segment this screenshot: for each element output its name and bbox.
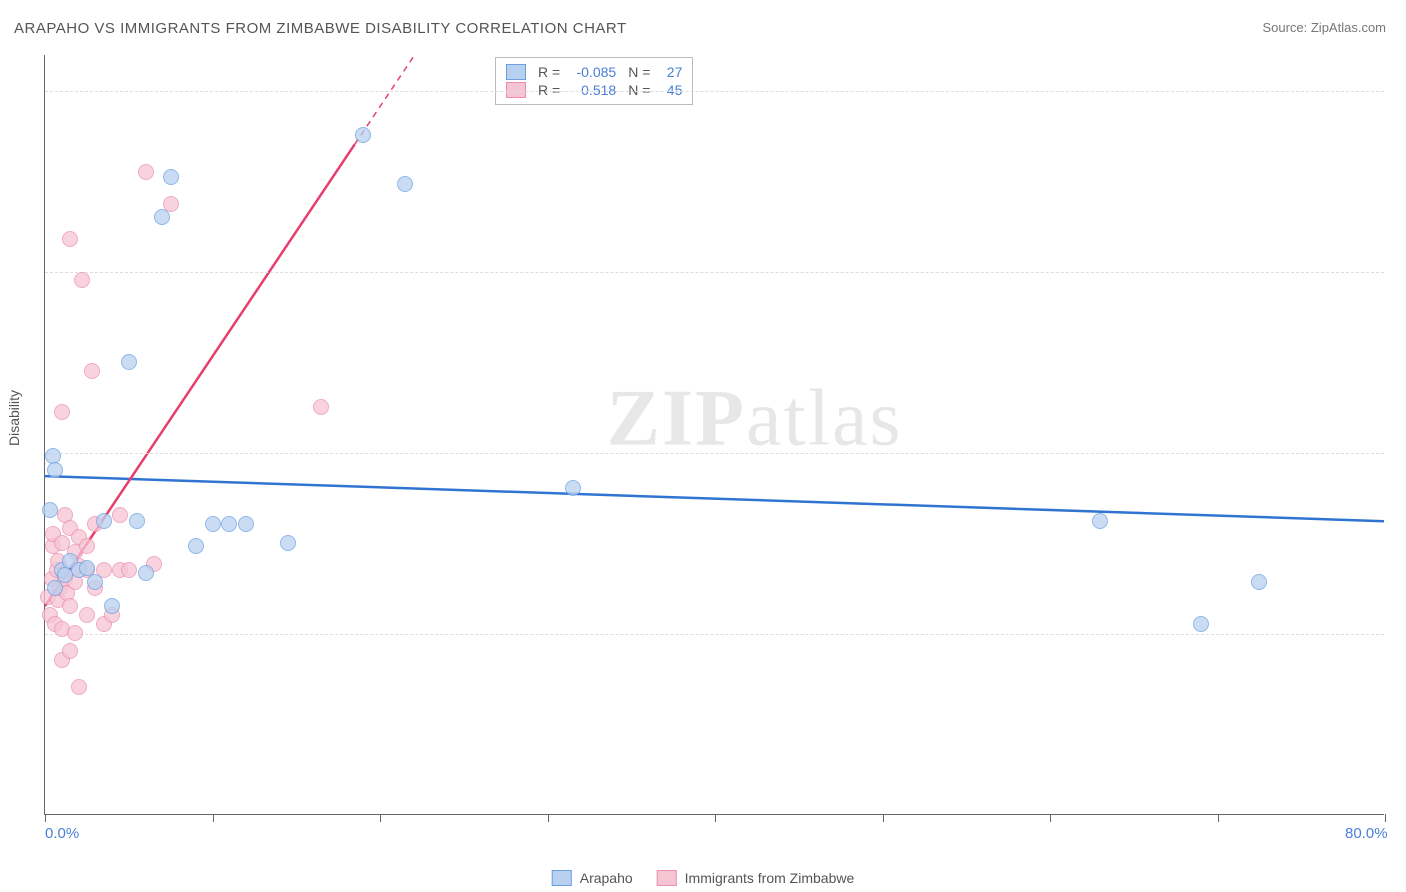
data-point [104, 598, 120, 614]
x-tick [1050, 814, 1051, 822]
data-point [67, 625, 83, 641]
stat-r-val-1: -0.085 [568, 64, 616, 80]
legend-swatch-zimbabwe [657, 870, 677, 886]
data-point [84, 363, 100, 379]
chart-container: ARAPAHO VS IMMIGRANTS FROM ZIMBABWE DISA… [0, 0, 1406, 892]
x-tick [45, 814, 46, 822]
swatch-arapaho [506, 64, 526, 80]
stat-n-label-2: N = [628, 82, 650, 98]
legend-item-arapaho: Arapaho [552, 870, 633, 886]
data-point [138, 565, 154, 581]
data-point [96, 513, 112, 529]
data-point [87, 574, 103, 590]
x-tick [548, 814, 549, 822]
x-tick [883, 814, 884, 822]
legend-label-zimbabwe: Immigrants from Zimbabwe [685, 870, 855, 886]
stat-n-label-1: N = [628, 64, 650, 80]
data-point [1193, 616, 1209, 632]
x-tick [715, 814, 716, 822]
data-point [112, 507, 128, 523]
x-tick [380, 814, 381, 822]
stats-row-zimbabwe: R = 0.518 N = 45 [506, 82, 682, 98]
gridline [45, 91, 1384, 92]
data-point [188, 538, 204, 554]
data-point [121, 562, 137, 578]
watermark: ZIPatlas [607, 374, 903, 465]
legend-item-zimbabwe: Immigrants from Zimbabwe [657, 870, 855, 886]
watermark-zip: ZIP [607, 375, 746, 463]
data-point [397, 176, 413, 192]
data-point [163, 169, 179, 185]
plot-area: ZIPatlas R = -0.085 N = 27 R = 0.518 N =… [44, 55, 1384, 815]
stat-r-label-2: R = [538, 82, 560, 98]
data-point [54, 404, 70, 420]
stats-legend: R = -0.085 N = 27 R = 0.518 N = 45 [495, 57, 693, 105]
data-point [62, 643, 78, 659]
data-point [47, 462, 63, 478]
data-point [138, 164, 154, 180]
data-point [1092, 513, 1108, 529]
x-tick-label: 0.0% [45, 825, 79, 842]
data-point [313, 399, 329, 415]
data-point [205, 516, 221, 532]
data-point [121, 354, 137, 370]
x-tick [1385, 814, 1386, 822]
data-point [129, 513, 145, 529]
legend-swatch-arapaho [552, 870, 572, 886]
data-point [79, 607, 95, 623]
source-label: Source: ZipAtlas.com [1262, 20, 1386, 35]
y-axis-label: Disability [6, 390, 22, 446]
gridline [45, 634, 1384, 635]
trend-lines-svg [45, 55, 1384, 814]
data-point [42, 502, 58, 518]
data-point [62, 231, 78, 247]
data-point [280, 535, 296, 551]
data-point [79, 538, 95, 554]
data-point [238, 516, 254, 532]
x-tick [213, 814, 214, 822]
data-point [154, 209, 170, 225]
legend-label-arapaho: Arapaho [580, 870, 633, 886]
x-tick-label: 80.0% [1345, 825, 1388, 842]
swatch-zimbabwe [506, 82, 526, 98]
stat-n-val-1: 27 [658, 64, 682, 80]
data-point [62, 598, 78, 614]
gridline [45, 453, 1384, 454]
data-point [355, 127, 371, 143]
stats-row-arapaho: R = -0.085 N = 27 [506, 64, 682, 80]
stat-r-val-2: 0.518 [568, 82, 616, 98]
bottom-legend: Arapaho Immigrants from Zimbabwe [552, 870, 855, 886]
x-tick [1218, 814, 1219, 822]
data-point [1251, 574, 1267, 590]
data-point [71, 679, 87, 695]
data-point [565, 480, 581, 496]
stat-n-val-2: 45 [658, 82, 682, 98]
gridline [45, 272, 1384, 273]
data-point [221, 516, 237, 532]
data-point [79, 560, 95, 576]
stat-r-label-1: R = [538, 64, 560, 80]
chart-title: ARAPAHO VS IMMIGRANTS FROM ZIMBABWE DISA… [14, 20, 627, 37]
data-point [74, 272, 90, 288]
watermark-atlas: atlas [746, 375, 903, 463]
